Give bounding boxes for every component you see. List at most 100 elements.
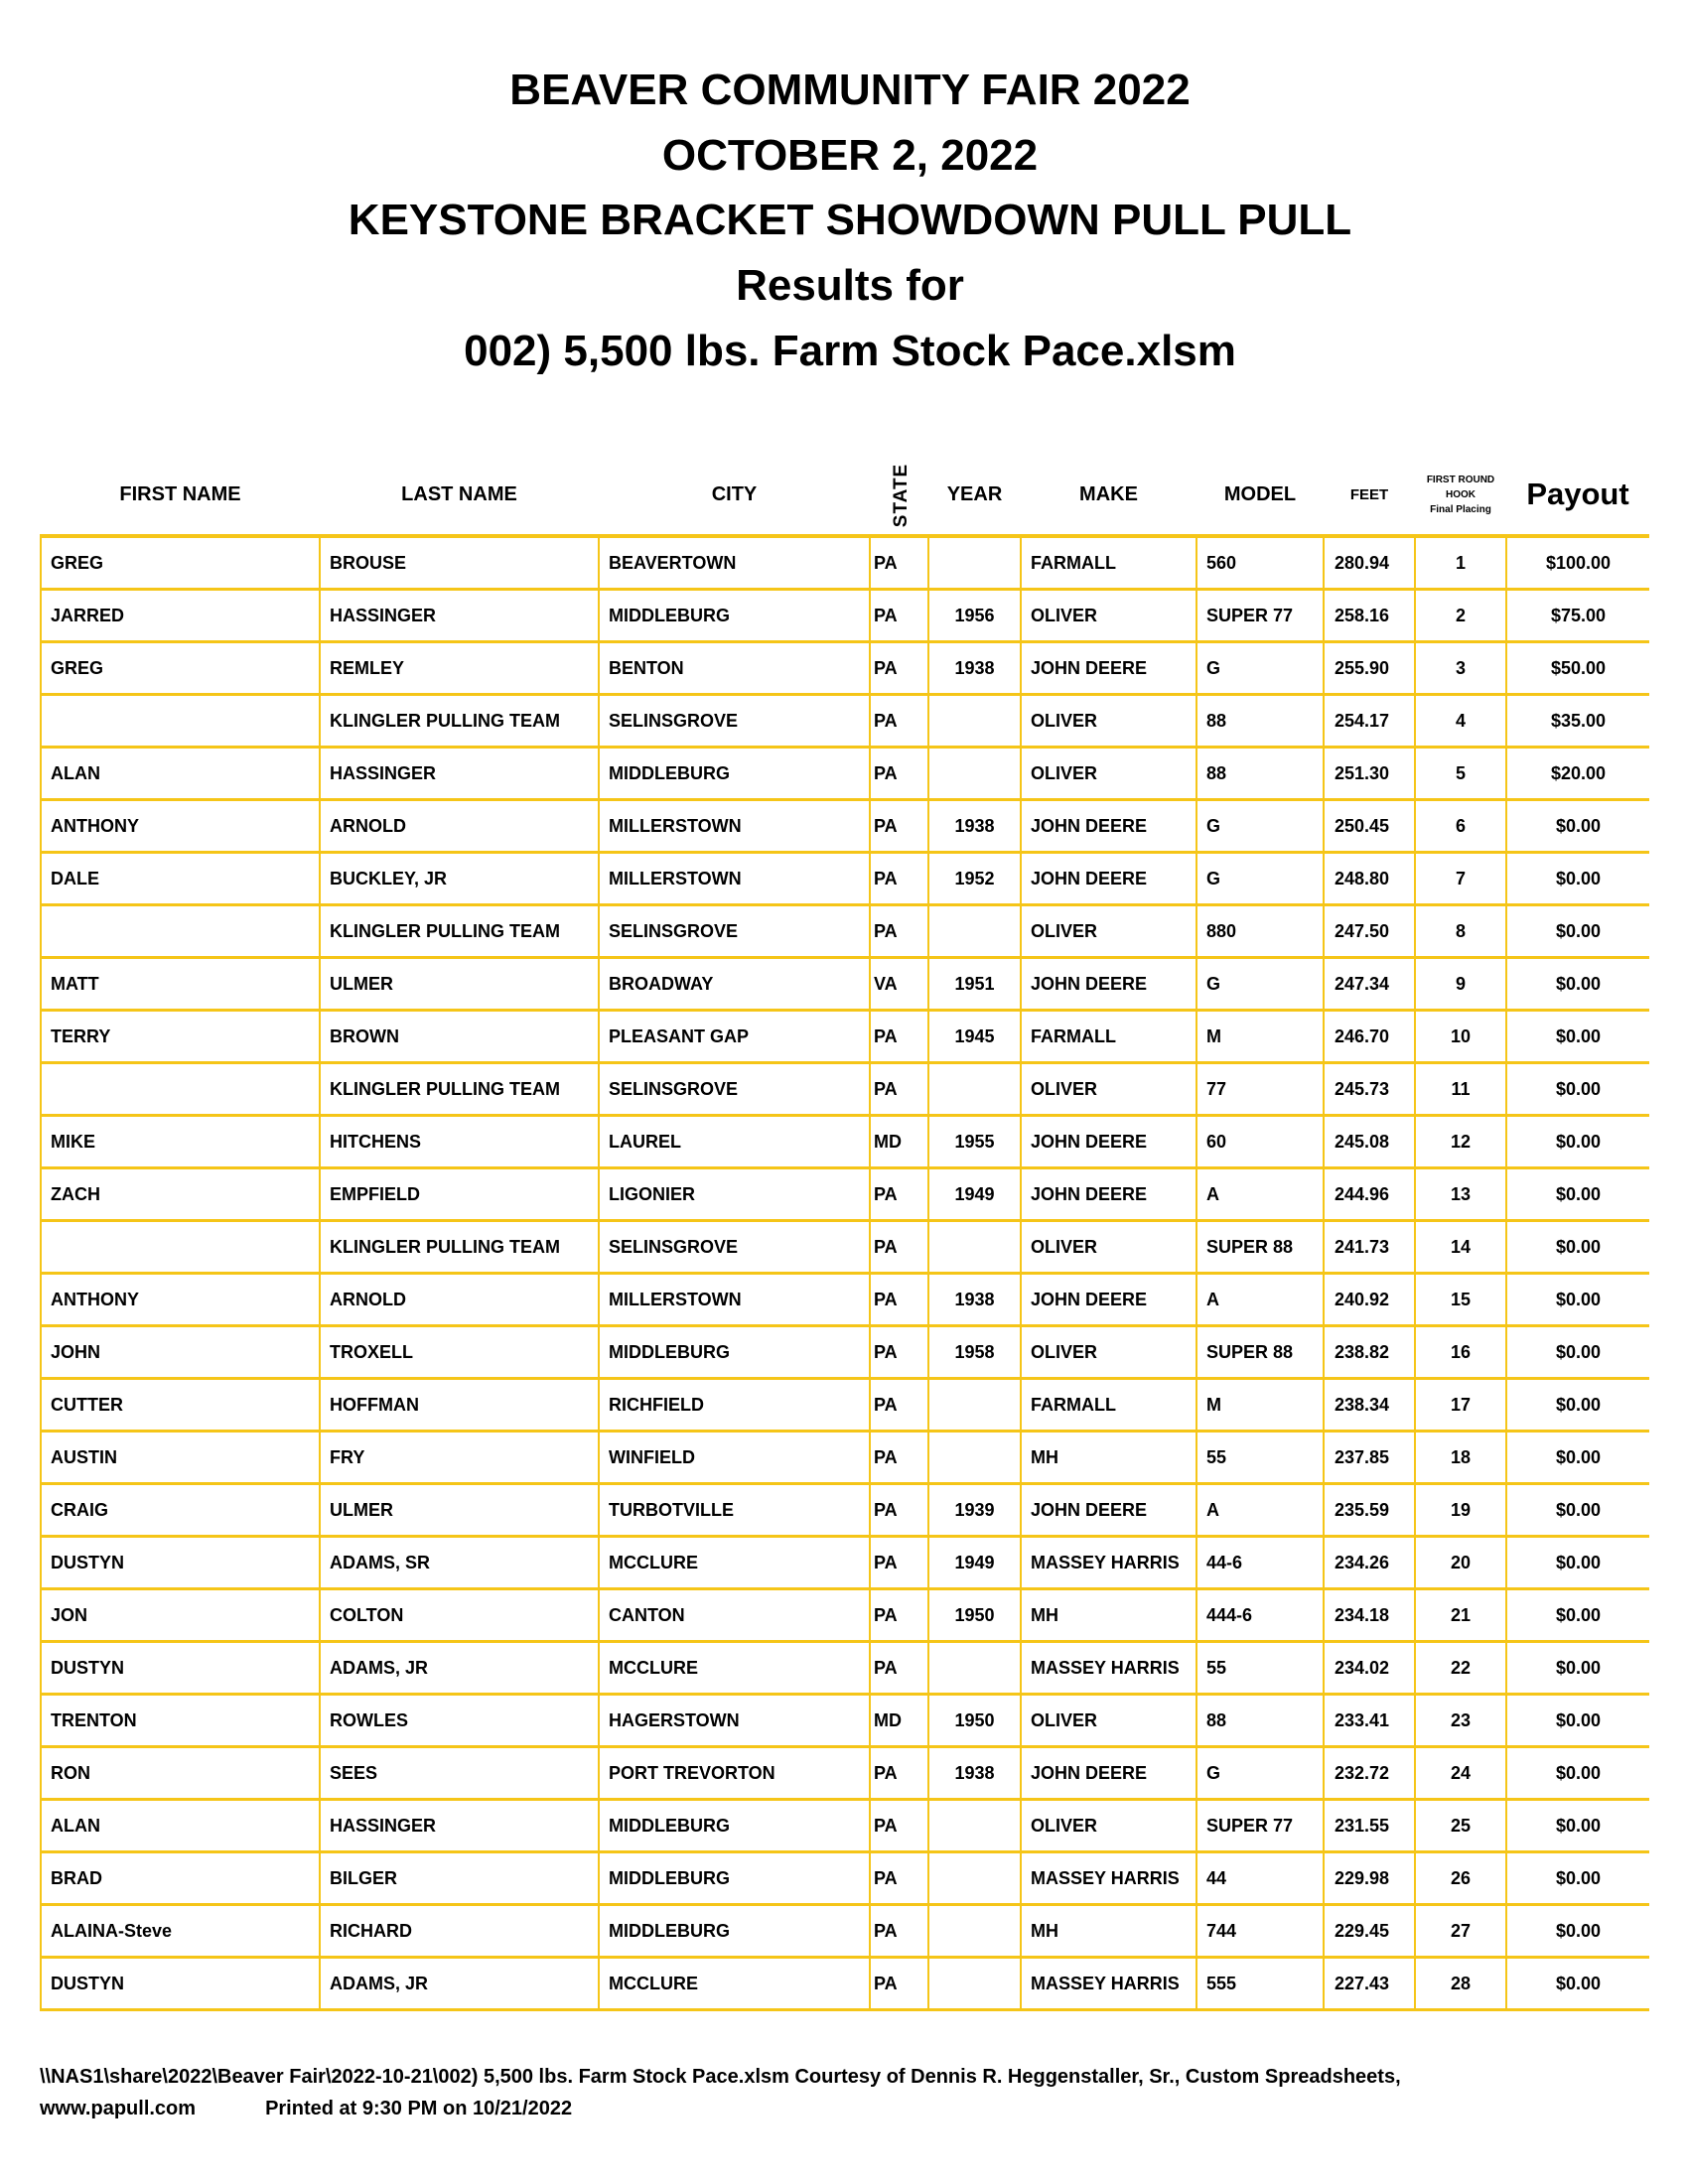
cell-first-name: ANTHONY xyxy=(40,798,321,854)
results-table: FIRST NAME LAST NAME CITY STATE YEAR MAK… xyxy=(40,455,1649,2011)
cell-placing: 27 xyxy=(1414,1903,1507,1959)
cell-year: 1945 xyxy=(927,1009,1022,1064)
cell-placing: 26 xyxy=(1414,1850,1507,1906)
cell-make: OLIVER xyxy=(1020,1693,1197,1748)
cell-make: OLIVER xyxy=(1020,1061,1197,1117)
cell-first-name: ALAINA-Steve xyxy=(40,1903,321,1959)
cell-year xyxy=(927,746,1022,801)
table-row: JARRED HASSINGER MIDDLEBURG PA 1956 OLIVER SUP… xyxy=(40,588,1649,643)
cell-first-name: BRAD xyxy=(40,1850,321,1906)
table-row: KLINGLER PULLING TEAM SELINSGROVE PA OLIVER… xyxy=(40,1061,1649,1117)
cell-state: PA xyxy=(869,1377,929,1433)
cell-city: LAUREL xyxy=(598,1114,871,1169)
cell-last-name: ULMER xyxy=(319,1482,600,1538)
cell-feet: 231.55 xyxy=(1323,1798,1416,1853)
header-model: MODEL xyxy=(1223,482,1297,505)
table-row: JON COLTON CANTON PA 1950 MH 444-6 234.18 21 $0.0… xyxy=(40,1587,1649,1643)
cell-model: 880 xyxy=(1196,903,1325,959)
cell-last-name: HASSINGER xyxy=(319,746,600,801)
cell-placing: 10 xyxy=(1414,1009,1507,1064)
cell-feet: 227.43 xyxy=(1323,1956,1416,2011)
cell-year: 1952 xyxy=(927,851,1022,906)
table-row: JOHN TROXELL MIDDLEBURG PA 1958 OLIVER SUPER 8… xyxy=(40,1324,1649,1380)
cell-last-name: HASSINGER xyxy=(319,588,600,643)
cell-payout: $0.00 xyxy=(1505,1693,1649,1748)
cell-state: PA xyxy=(869,1009,929,1064)
event-title: BEAVER COMMUNITY FAIR 2022 xyxy=(509,66,1191,114)
cell-last-name: ROWLES xyxy=(319,1693,600,1748)
cell-city: MIDDLEBURG xyxy=(598,1324,871,1380)
cell-model: 560 xyxy=(1196,534,1325,591)
cell-city: MCCLURE xyxy=(598,1956,871,2011)
cell-year xyxy=(927,903,1022,959)
footer-path-credit: \\NAS1\share\2022\Beaver Fair\2022-10-21… xyxy=(40,2066,1401,2119)
cell-feet: 229.98 xyxy=(1323,1850,1416,1906)
cell-model: SUPER 88 xyxy=(1196,1324,1325,1380)
header-state-label: STATE xyxy=(891,463,913,527)
table-row: MIKE HITCHENS LAUREL MD 1955 JOHN DEERE 60 245.… xyxy=(40,1114,1649,1169)
cell-last-name: ARNOLD xyxy=(319,1272,600,1327)
cell-placing: 25 xyxy=(1414,1798,1507,1853)
cell-payout: $0.00 xyxy=(1505,1956,1649,2011)
cell-feet: 247.34 xyxy=(1323,956,1416,1012)
cell-last-name: ARNOLD xyxy=(319,798,600,854)
cell-placing: 23 xyxy=(1414,1693,1507,1748)
cell-payout: $0.00 xyxy=(1505,1535,1649,1590)
cell-model: M xyxy=(1196,1009,1325,1064)
cell-last-name: BROWN xyxy=(319,1009,600,1064)
cell-placing: 28 xyxy=(1414,1956,1507,2011)
cell-year: 1955 xyxy=(927,1114,1022,1169)
table-row: CRAIG ULMER TURBOTVILLE PA 1939 JOHN DEERE A 23… xyxy=(40,1482,1649,1538)
table-row: MATT ULMER BROADWAY VA 1951 JOHN DEERE G 247.34… xyxy=(40,956,1649,1012)
cell-feet: 251.30 xyxy=(1323,746,1416,801)
cell-model: SUPER 77 xyxy=(1196,588,1325,643)
cell-last-name: BILGER xyxy=(319,1850,600,1906)
cell-payout: $100.00 xyxy=(1505,534,1649,591)
cell-city: TURBOTVILLE xyxy=(598,1482,871,1538)
cell-state: PA xyxy=(869,1482,929,1538)
cell-feet: 255.90 xyxy=(1323,640,1416,696)
cell-first-name: TERRY xyxy=(40,1009,321,1064)
cell-model: G xyxy=(1196,798,1325,854)
results-body: GREG BROUSE BEAVERTOWN PA FARMALL 560 280.94 1 $… xyxy=(40,534,1649,2011)
cell-placing: 16 xyxy=(1414,1324,1507,1380)
cell-feet: 258.16 xyxy=(1323,588,1416,643)
event-date: OCTOBER 2, 2022 xyxy=(661,131,1039,180)
cell-last-name: EMPFIELD xyxy=(319,1166,600,1222)
cell-year: 1938 xyxy=(927,798,1022,854)
cell-city: HAGERSTOWN xyxy=(598,1693,871,1748)
cell-model: 55 xyxy=(1196,1430,1325,1485)
cell-model: M xyxy=(1196,1377,1325,1433)
cell-placing: 12 xyxy=(1414,1114,1507,1169)
cell-last-name: HASSINGER xyxy=(319,1798,600,1853)
cell-city: PLEASANT GAP xyxy=(598,1009,871,1064)
cell-year: 1951 xyxy=(927,956,1022,1012)
cell-model: 55 xyxy=(1196,1640,1325,1696)
cell-first-name xyxy=(40,1061,321,1117)
cell-make: OLIVER xyxy=(1020,1798,1197,1853)
cell-payout: $0.00 xyxy=(1505,1114,1649,1169)
cell-city: PORT TREVORTON xyxy=(598,1745,871,1801)
cell-payout: $0.00 xyxy=(1505,1850,1649,1906)
cell-last-name: KLINGLER PULLING TEAM xyxy=(319,693,600,749)
cell-feet: 246.70 xyxy=(1323,1009,1416,1064)
cell-payout: $0.00 xyxy=(1505,1377,1649,1433)
cell-year xyxy=(927,534,1022,591)
cell-feet: 280.94 xyxy=(1323,534,1416,591)
cell-payout: $75.00 xyxy=(1505,588,1649,643)
cell-state: PA xyxy=(869,1850,929,1906)
cell-make: MASSEY HARRIS xyxy=(1020,1850,1197,1906)
footer: \\NAS1\share\2022\Beaver Fair\2022-10-21… xyxy=(40,2061,1648,2124)
cell-placing: 8 xyxy=(1414,903,1507,959)
cell-payout: $0.00 xyxy=(1505,1272,1649,1327)
cell-model: 88 xyxy=(1196,1693,1325,1748)
cell-make: OLIVER xyxy=(1020,903,1197,959)
cell-placing: 9 xyxy=(1414,956,1507,1012)
cell-first-name: ANTHONY xyxy=(40,1272,321,1327)
cell-last-name: HITCHENS xyxy=(319,1114,600,1169)
cell-last-name: REMLEY xyxy=(319,640,600,696)
cell-first-name: RON xyxy=(40,1745,321,1801)
cell-first-name: DUSTYN xyxy=(40,1535,321,1590)
header-make: MAKE xyxy=(1079,482,1138,505)
cell-last-name: ADAMS, SR xyxy=(319,1535,600,1590)
